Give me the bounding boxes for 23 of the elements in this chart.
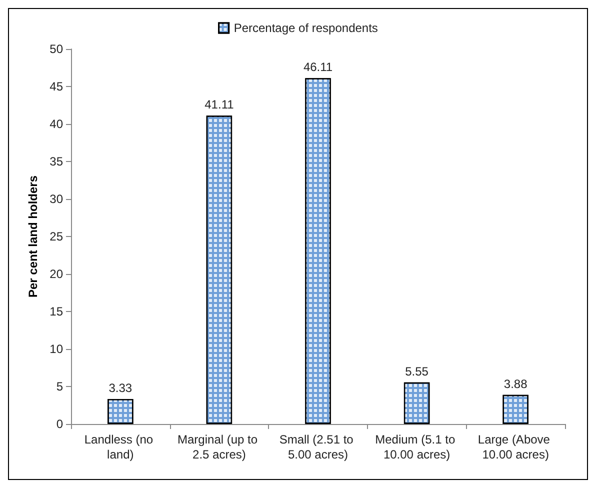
y-tick-label: 35 — [50, 154, 64, 168]
data-label: 46.11 — [303, 60, 333, 74]
y-tick-label: 15 — [50, 304, 64, 318]
data-label: 3.88 — [504, 376, 528, 391]
y-tick-label: 30 — [50, 192, 64, 206]
y-tick-label: 25 — [50, 230, 64, 244]
x-tick-label: Large (Above 10.00 acres) — [478, 432, 554, 462]
x-tick-label: Medium (5.1 to 10.00 acres) — [375, 432, 458, 462]
x-tick-label: Small (2.51 to 5.00 acres) — [279, 432, 357, 462]
y-tick-label: 40 — [50, 117, 64, 131]
data-label: 41.11 — [204, 98, 234, 112]
data-label: 5.55 — [405, 364, 429, 378]
y-tick-label: 0 — [56, 417, 64, 431]
x-tick-label: Marginal (up to 2.5 acres) — [178, 432, 261, 462]
data-label: 3.33 — [108, 381, 132, 396]
y-tick-label: 45 — [50, 80, 64, 94]
y-tick-label: 5 — [56, 380, 64, 394]
y-tick-label: 10 — [50, 342, 64, 356]
y-tick-label: 20 — [50, 267, 64, 281]
y-axis-title: Per cent land holders — [26, 175, 40, 298]
y-tick-label: 50 — [50, 42, 64, 56]
x-tick-label: Landless (no land) — [84, 432, 156, 462]
legend-label: Percentage of respondents — [234, 21, 378, 35]
